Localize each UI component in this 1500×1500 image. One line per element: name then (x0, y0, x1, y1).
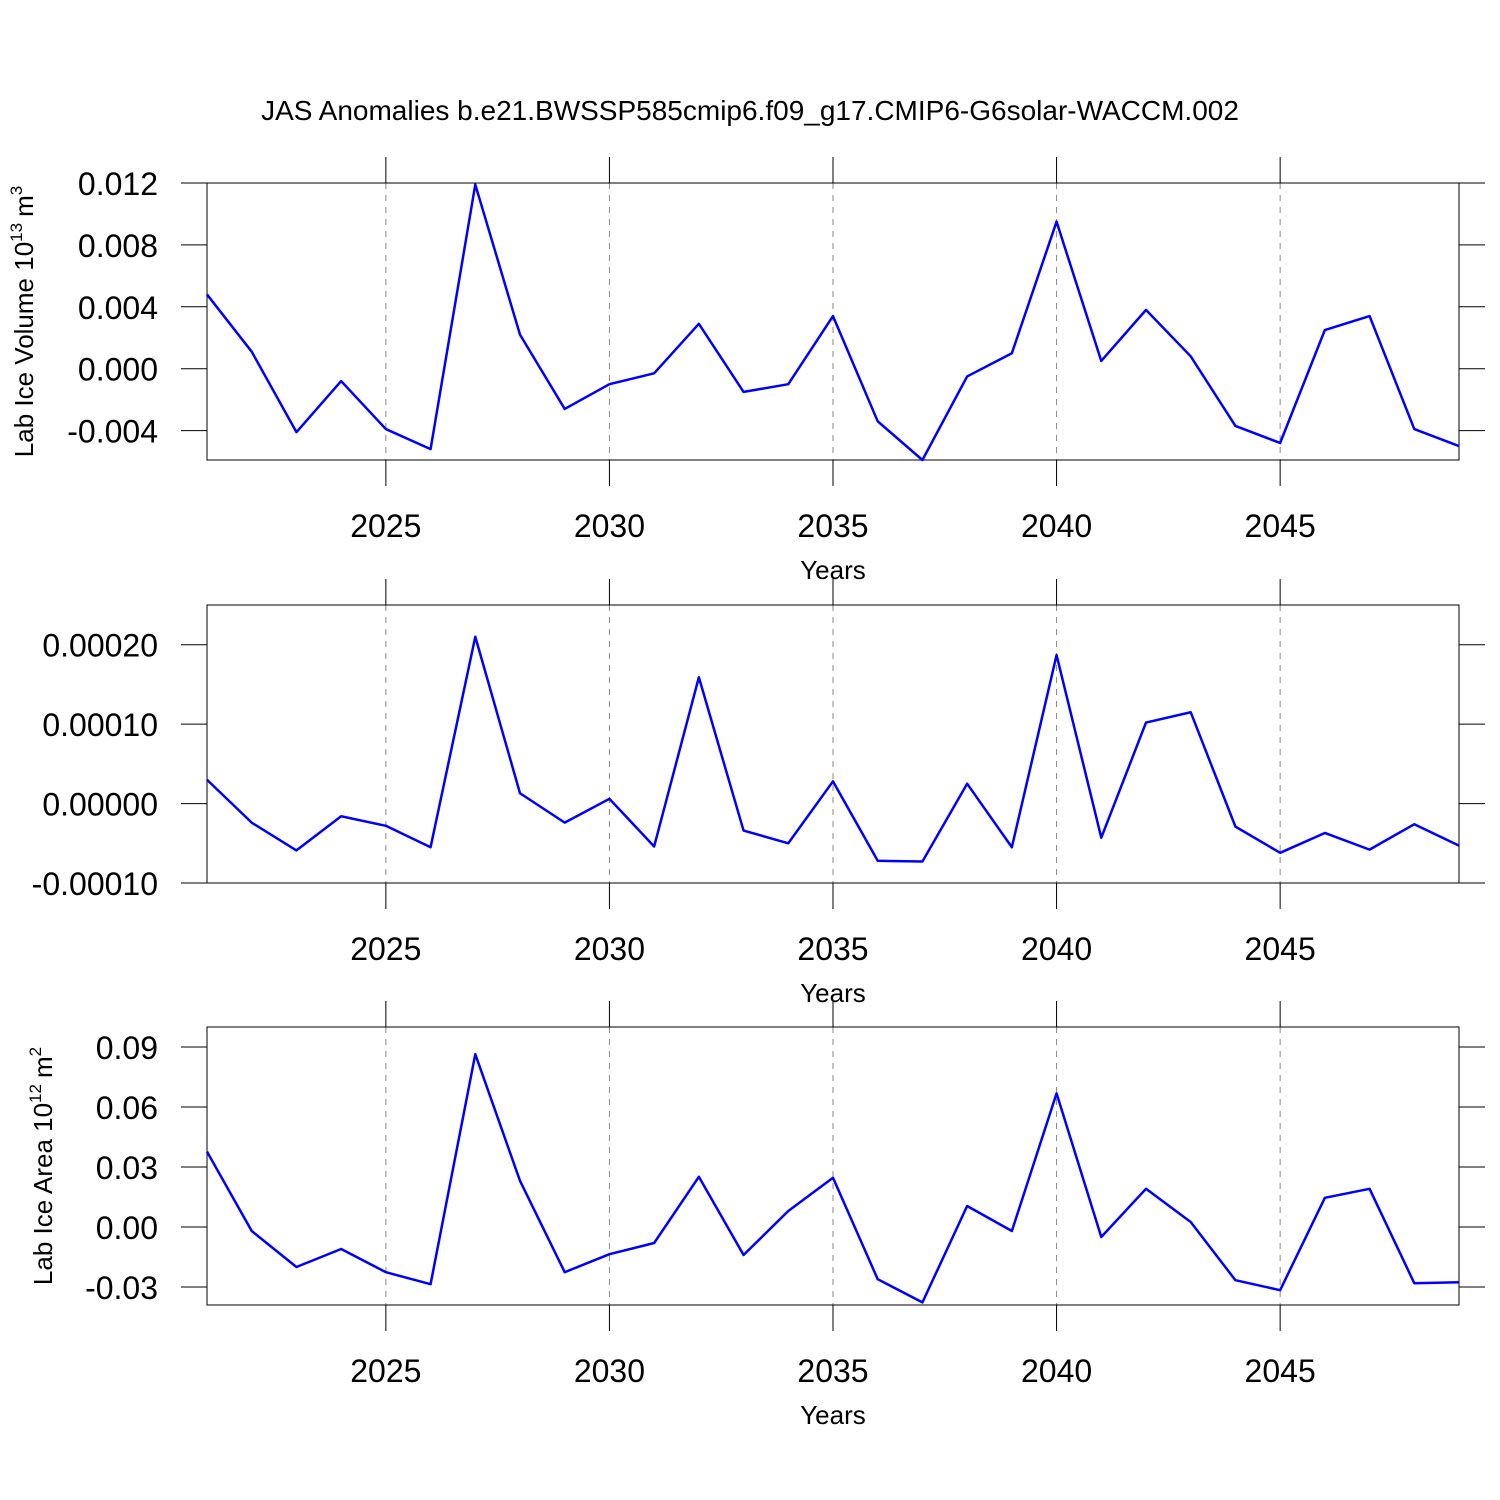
y-tick-label: 0.00000 (42, 787, 158, 823)
y-tick-label: -0.004 (67, 414, 158, 450)
y-axis-label-unit: m (28, 1056, 58, 1078)
y-axis-label: Lab Snow Volume 1013m3 (0, 593, 2, 895)
y-axis-label-exponent: 13 (7, 223, 26, 242)
y-tick-label: -0.00010 (32, 866, 158, 902)
y-tick-label: 0.008 (78, 228, 158, 264)
x-tick-label: 2040 (1021, 1353, 1092, 1389)
y-tick-label: 0.004 (78, 290, 158, 326)
x-tick-label: 2025 (350, 1353, 421, 1389)
y-tick-label: 0.000 (78, 352, 158, 388)
x-tick-label: 2045 (1245, 931, 1316, 967)
y-axis-label-text: Lab Snow Volume 10 (0, 649, 2, 895)
x-axis-label: Years (800, 1400, 866, 1430)
x-tick-label: 2040 (1021, 508, 1092, 544)
y-tick-label: 0.00010 (42, 707, 158, 743)
x-tick-label: 2045 (1245, 508, 1316, 544)
x-tick-label: 2025 (350, 508, 421, 544)
x-tick-label: 2030 (574, 508, 645, 544)
y-tick-label: 0.00020 (42, 628, 158, 664)
y-tick-label: -0.03 (85, 1270, 158, 1306)
chart-title: JAS Anomalies b.e21.BWSSP585cmip6.f09_g1… (261, 95, 1239, 126)
data-line (206, 183, 1460, 462)
data-line (206, 635, 1460, 863)
x-tick-label: 2035 (797, 931, 868, 967)
y-axis-label: Lab Ice Area 1012 m2 (26, 1047, 58, 1285)
y-axis-label-unit: m (0, 603, 2, 625)
y-tick-label: 0.03 (96, 1150, 158, 1186)
x-tick-label: 2040 (1021, 931, 1092, 967)
y-axis-label-unit-exponent: 3 (7, 186, 26, 195)
x-tick-label: 2025 (350, 931, 421, 967)
y-axis-label-text: Lab Ice Area 10 (28, 1103, 58, 1285)
y-axis-label-text: Lab Ice Volume 10 (9, 242, 39, 457)
plot-frame (206, 182, 1460, 461)
y-axis-label-unit: m (9, 195, 39, 217)
x-tick-label: 2035 (797, 508, 868, 544)
y-axis-label: Lab Ice Volume 1013 m3 (7, 186, 39, 457)
y-tick-label: 0.09 (96, 1030, 158, 1066)
plot-frame (206, 1026, 1460, 1306)
x-tick-label: 2030 (574, 931, 645, 967)
plot-frame (206, 604, 1460, 884)
y-tick-label: 0.00 (96, 1210, 158, 1246)
y-axis-label-exponent: 12 (26, 1084, 45, 1103)
y-axis-label-unit-exponent: 2 (26, 1047, 45, 1056)
y-tick-label: 0.012 (78, 166, 158, 202)
x-tick-label: 2045 (1245, 1353, 1316, 1389)
x-tick-label: 2030 (574, 1353, 645, 1389)
x-tick-label: 2035 (797, 1353, 868, 1389)
y-tick-label: 0.06 (96, 1090, 158, 1126)
data-line (205, 1052, 1460, 1304)
